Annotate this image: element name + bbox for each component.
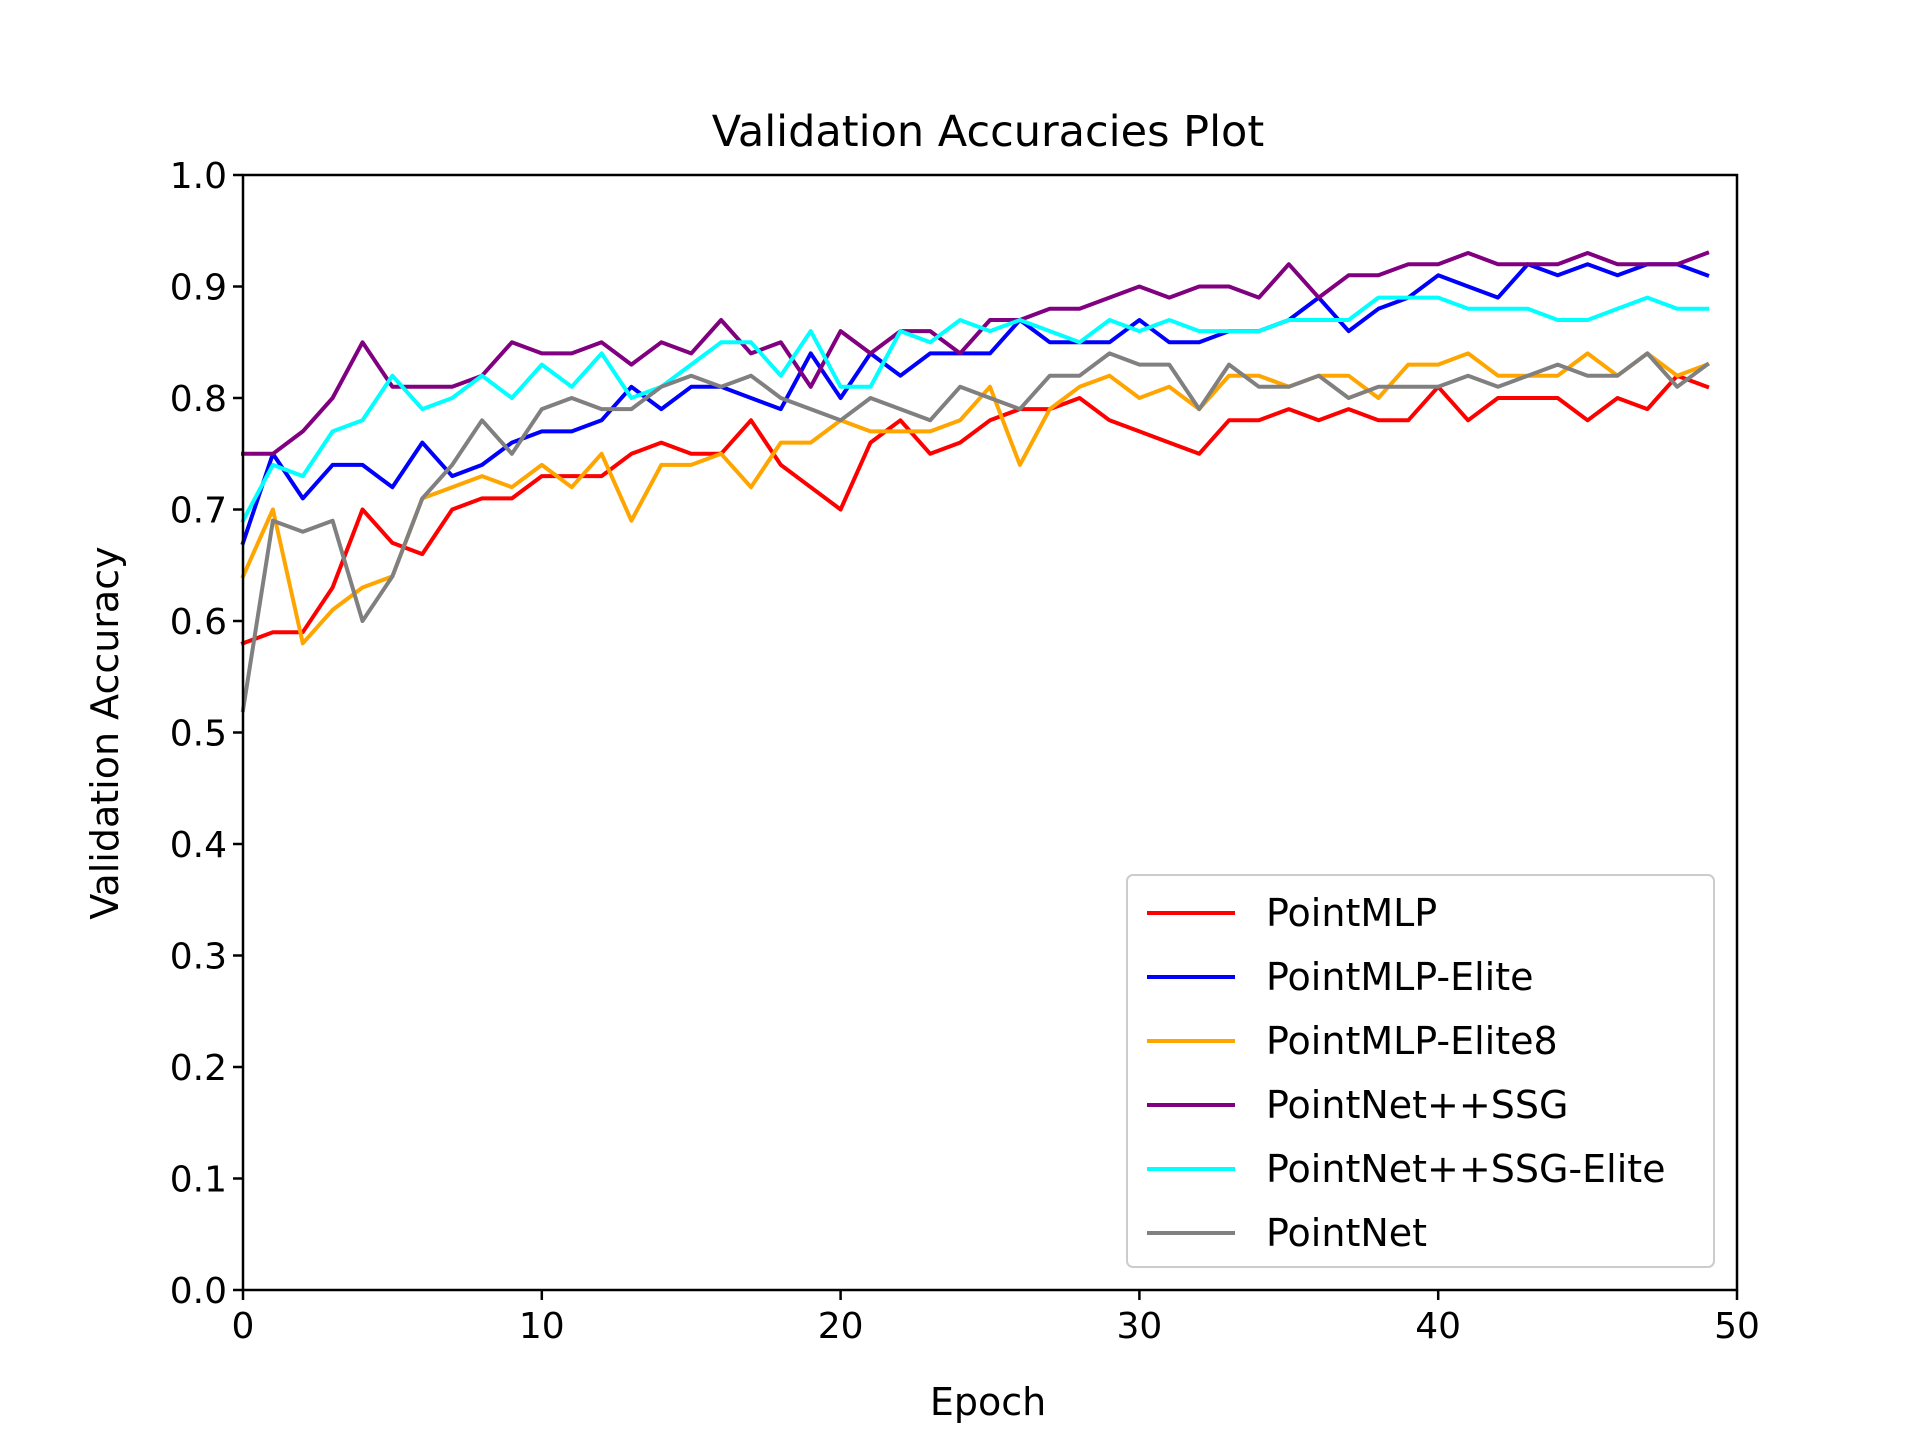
chart-title: Validation Accuracies Plot — [712, 107, 1264, 157]
x-tick-label: 50 — [1714, 1306, 1760, 1347]
y-axis-label: Validation Accuracy — [83, 546, 127, 919]
x-tick-label: 30 — [1116, 1306, 1162, 1347]
y-tick-label: 0.3 — [170, 937, 227, 978]
x-tick-label: 10 — [519, 1306, 565, 1347]
x-axis-label: Epoch — [930, 1380, 1046, 1424]
y-tick-label: 0.7 — [170, 491, 227, 532]
plot-lines — [240, 250, 1710, 713]
y-tick-label: 0.0 — [170, 1271, 227, 1312]
plot-frame — [241, 173, 1739, 1292]
series-line-0 — [240, 373, 1710, 646]
axis-ticks: 0 10 20 30 40 50 0.0 0.1 0.2 0.3 0.4 0.5 0.6 0.7 0.8 0.… — [170, 156, 1760, 1347]
y-tick-label: 0.2 — [170, 1048, 227, 1089]
y-tick-label: 0.9 — [170, 268, 227, 309]
y-tick-label: 0.4 — [170, 825, 227, 866]
series-line-1 — [240, 262, 1710, 546]
y-tick-label: 0.1 — [170, 1160, 227, 1201]
x-tick-label: 20 — [818, 1306, 864, 1347]
x-tick-label: 0 — [232, 1306, 255, 1347]
legend-label: PointMLP-Elite8 — [1266, 1019, 1558, 1063]
legend-label: PointNet++SSG-Elite — [1266, 1147, 1666, 1191]
series-line-2 — [240, 351, 1710, 646]
legend-label: PointMLP — [1266, 891, 1437, 935]
series-line-3 — [241, 250, 1710, 456]
y-tick-label: 1.0 — [170, 156, 227, 197]
legend-label: PointNet++SSG — [1266, 1083, 1568, 1127]
legend: PointMLP PointMLP-Elite PointMLP-Elite8 Poi… — [1126, 874, 1715, 1268]
series-line-4 — [240, 295, 1710, 524]
y-tick-label: 0.8 — [170, 379, 227, 420]
legend-box — [1126, 874, 1715, 1268]
y-tick-label: 0.6 — [170, 602, 227, 643]
legend-label: PointMLP-Elite — [1266, 955, 1534, 999]
series-line-5 — [240, 351, 1710, 713]
y-tick-label: 0.5 — [170, 714, 227, 755]
x-tick-label: 40 — [1415, 1306, 1461, 1347]
legend-label: PointNet — [1266, 1211, 1427, 1255]
